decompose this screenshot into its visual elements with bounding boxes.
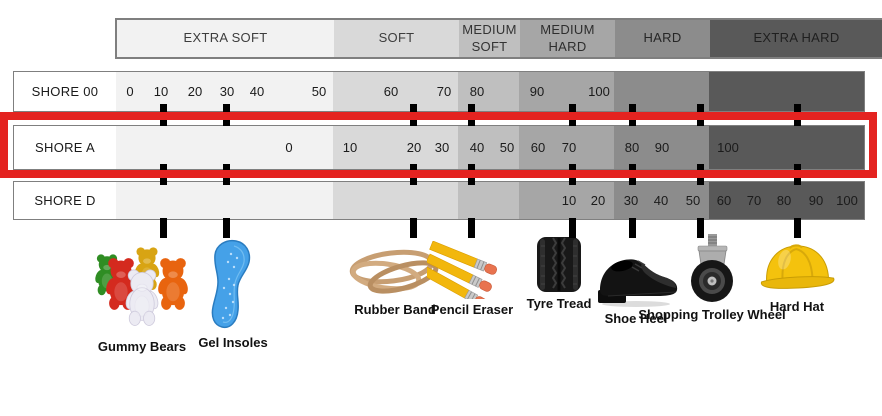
tick-band3 [468,218,475,238]
scale-row-shore-00: SHORE 00 0 10 20 30 40 50 60 70 80 90 100 [13,71,865,112]
scale-value: 100 [717,140,739,155]
item-label-pencil-eraser: Pencil Eraser [430,302,514,317]
item-hard-hat: Hard Hat [737,239,857,314]
shoe-heel-image [598,259,678,307]
scale-value: 50 [311,84,327,99]
item-shoe-heel: Shoe Heel [576,250,696,326]
scale-segment-1 [116,182,333,219]
category-medium-soft: MEDIUM SOFT [459,20,520,57]
scale-value: 70 [436,84,452,99]
scale-value: 40 [469,140,485,155]
scale-value: 10 [561,193,577,208]
scale-segment-2 [333,182,458,219]
tick-band3 [569,218,576,238]
scale-value: 0 [285,140,293,155]
scale-segment-3 [458,182,519,219]
item-label-tyre-tread: Tyre Tread [526,296,592,311]
item-pencil-eraser: Pencil Eraser [412,241,532,317]
tick-band3 [794,218,801,238]
scale-segment-2 [333,126,458,169]
category-hard: HARD [615,20,710,57]
scale-label-shore-a: SHORE A [14,126,116,169]
tick-band3 [410,218,417,238]
shore-a-highlight-box [0,112,877,178]
scale-segment-4 [519,126,614,169]
scale-segment-6 [709,126,864,169]
scale-value: 100 [836,193,858,208]
scale-value: 90 [808,193,824,208]
item-label-shopping-trolley-wheel: Shopping Trolley Wheel [638,307,786,322]
scale-value: 60 [383,84,399,99]
scale-value: 80 [776,193,792,208]
scale-value: 50 [685,193,701,208]
tyre-tread-image [537,237,581,292]
scale-value: 80 [469,84,485,99]
tick-band3 [697,218,704,238]
pencil-eraser-image [427,241,497,299]
scale-value: 90 [654,140,670,155]
scale-value: 60 [716,193,732,208]
gel-insoles-image [211,239,251,329]
scale-label-shore-00: SHORE 00 [14,72,116,111]
scale-value: 40 [653,193,669,208]
scale-value: 20 [187,84,203,99]
scale-value: 10 [153,84,169,99]
scale-value: 80 [624,140,640,155]
hard-hat-image [760,244,835,289]
scale-segment-2 [333,72,458,111]
scale-value: 20 [406,140,422,155]
item-tyre-tread: Tyre Tread [499,236,619,311]
scale-segment-4 [519,72,614,111]
scale-segment-4 [519,182,614,219]
item-label-gel-insoles: Gel Insoles [198,335,268,350]
shopping-trolley-wheel-image [691,234,733,302]
item-shopping-trolley-wheel: Shopping Trolley Wheel [632,234,792,322]
scale-value: 30 [434,140,450,155]
scale-value: 50 [499,140,515,155]
scale-value: 60 [530,140,546,155]
category-extra-hard: EXTRA HARD [710,20,882,57]
item-gel-insoles: Gel Insoles [173,238,293,350]
scale-row-shore-d: SHORE D 10 20 30 40 50 60 70 80 90 100 [13,181,865,220]
item-label-shoe-heel: Shoe Heel [604,311,668,326]
scale-value: 30 [623,193,639,208]
category-header-row: EXTRA SOFT SOFT MEDIUM SOFT MEDIUM HARD HARD… [115,18,882,59]
category-medium-hard: MEDIUM HARD [520,20,615,57]
item-label-rubber-band: Rubber Band [354,302,436,317]
scale-value: 30 [219,84,235,99]
scale-segment-5 [614,126,709,169]
scale-segment-6 [709,72,864,111]
scale-value: 10 [342,140,358,155]
item-label-gummy-bears: Gummy Bears [97,339,187,354]
scale-segment-3 [458,126,519,169]
scale-value: 100 [588,84,610,99]
scale-row-shore-a: SHORE A 0 10 20 30 40 50 60 70 80 90 100 [13,125,865,170]
tick-band3 [223,218,230,238]
scale-label-shore-d: SHORE D [14,182,116,219]
scale-segment-5 [614,182,709,219]
scale-value: 40 [249,84,265,99]
scale-value: 0 [126,84,134,99]
tick-band3 [160,218,167,238]
tick-band3 [629,218,636,238]
scale-value: 70 [561,140,577,155]
item-label-hard-hat: Hard Hat [769,299,825,314]
category-soft: SOFT [334,20,459,57]
category-extra-soft: EXTRA SOFT [117,20,334,57]
scale-value: 70 [746,193,762,208]
scale-value: 90 [529,84,545,99]
item-gummy-bears: Gummy Bears [82,236,202,354]
scale-value: 20 [590,193,606,208]
scale-segment-1 [116,126,333,169]
scale-segment-6 [709,182,864,219]
